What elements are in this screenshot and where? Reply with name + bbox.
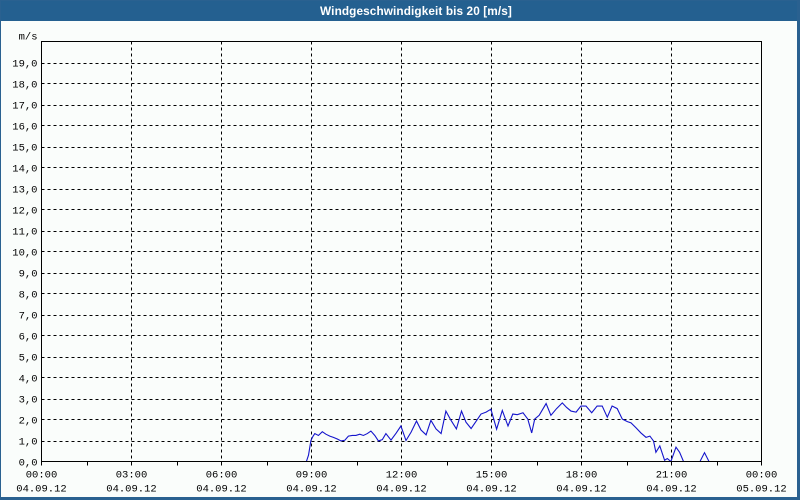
svg-text:3,0: 3,0 [19,395,38,407]
svg-text:13,0: 13,0 [12,185,37,197]
svg-text:21:00: 21:00 [656,470,688,482]
svg-text:1,0: 1,0 [19,437,38,449]
svg-text:12,0: 12,0 [12,206,37,218]
svg-text:05.09.12: 05.09.12 [736,484,786,496]
svg-text:m/s: m/s [19,32,38,44]
svg-text:11,0: 11,0 [12,227,37,239]
svg-text:15,0: 15,0 [12,143,37,155]
svg-text:04.09.12: 04.09.12 [196,484,246,496]
svg-text:12:00: 12:00 [386,470,418,482]
svg-text:04.09.12: 04.09.12 [16,484,66,496]
svg-text:04.09.12: 04.09.12 [466,484,516,496]
svg-text:04.09.12: 04.09.12 [376,484,426,496]
svg-text:5,0: 5,0 [19,353,38,365]
svg-text:6,0: 6,0 [19,332,38,344]
svg-text:03:00: 03:00 [116,470,148,482]
svg-text:04.09.12: 04.09.12 [556,484,606,496]
svg-text:16,0: 16,0 [12,122,37,134]
svg-text:2,0: 2,0 [19,416,38,428]
svg-text:0,0: 0,0 [19,458,38,470]
svg-text:04.09.12: 04.09.12 [106,484,156,496]
svg-text:14,0: 14,0 [12,164,37,176]
svg-text:10,0: 10,0 [12,248,37,260]
svg-text:00:00: 00:00 [26,470,58,482]
svg-text:18:00: 18:00 [566,470,598,482]
svg-text:4,0: 4,0 [19,374,38,386]
svg-text:06:00: 06:00 [206,470,238,482]
svg-text:17,0: 17,0 [12,101,37,113]
svg-text:19,0: 19,0 [12,59,37,71]
svg-text:15:00: 15:00 [476,470,508,482]
svg-text:04.09.12: 04.09.12 [286,484,336,496]
svg-text:8,0: 8,0 [19,290,38,302]
svg-text:18,0: 18,0 [12,80,37,92]
svg-text:9,0: 9,0 [19,269,38,281]
svg-text:7,0: 7,0 [19,311,38,323]
svg-text:00:00: 00:00 [746,470,778,482]
svg-text:04.09.12: 04.09.12 [646,484,696,496]
svg-text:09:00: 09:00 [296,470,328,482]
